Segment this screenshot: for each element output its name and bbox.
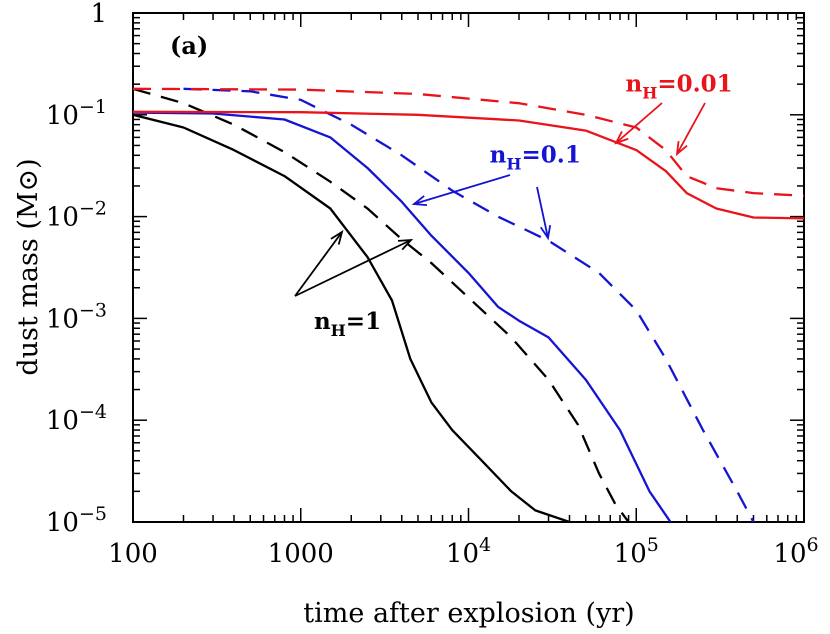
annotation-arrow: [294, 231, 343, 297]
x-tick-label: 1000: [268, 539, 334, 569]
y-tick-label: 1: [90, 0, 107, 29]
y-tick-label: 10−2: [46, 198, 107, 233]
arrow-head: [675, 140, 688, 157]
annotation-arrow: [615, 102, 663, 144]
x-tick-label: 105: [614, 534, 659, 569]
x-tick-label: 106: [773, 534, 818, 569]
arrow-head: [411, 195, 428, 207]
series-line-2: [133, 87, 630, 522]
arrow-head: [614, 131, 629, 145]
series-line-1: [133, 113, 570, 522]
annotation-arrow: [413, 174, 511, 205]
axis-ticks: [132, 12, 805, 523]
y-axis-title: dust mass (M⊙): [13, 158, 44, 375]
y-tick-label: 10−3: [46, 299, 107, 334]
series-line-6: [133, 87, 804, 197]
annotation-arrows: [294, 102, 706, 297]
x-tick-label: 100: [108, 539, 158, 569]
annotation-label: nH=0.01: [625, 70, 732, 102]
series-line-3: [133, 111, 672, 522]
series-line-4: [183, 87, 755, 522]
arrow-head: [397, 238, 414, 251]
tick-labels: 100 1000 104 105 106 1 10−1 10−2 10−3 10−4 10−5 nH=…: [46, 0, 819, 569]
series-layer: [133, 87, 804, 522]
x-axis-title: time after explosion (yr): [303, 598, 634, 629]
series-line-5: [133, 110, 804, 220]
annotation-arrow: [294, 239, 412, 297]
y-tick-label: 10−1: [46, 96, 107, 131]
panel-label: (a): [170, 31, 208, 60]
x-tick-label: 104: [446, 534, 491, 569]
y-tick-label: 10−4: [46, 401, 107, 436]
arrow-head: [330, 230, 344, 245]
arrow-head: [539, 225, 552, 241]
annotation-label: nH=1: [314, 308, 381, 340]
annotation-arrow: [676, 102, 706, 155]
annotation-label: nH=0.1: [490, 141, 581, 173]
annotation-arrow: [536, 186, 549, 239]
y-tick-label: 10−5: [46, 503, 107, 538]
